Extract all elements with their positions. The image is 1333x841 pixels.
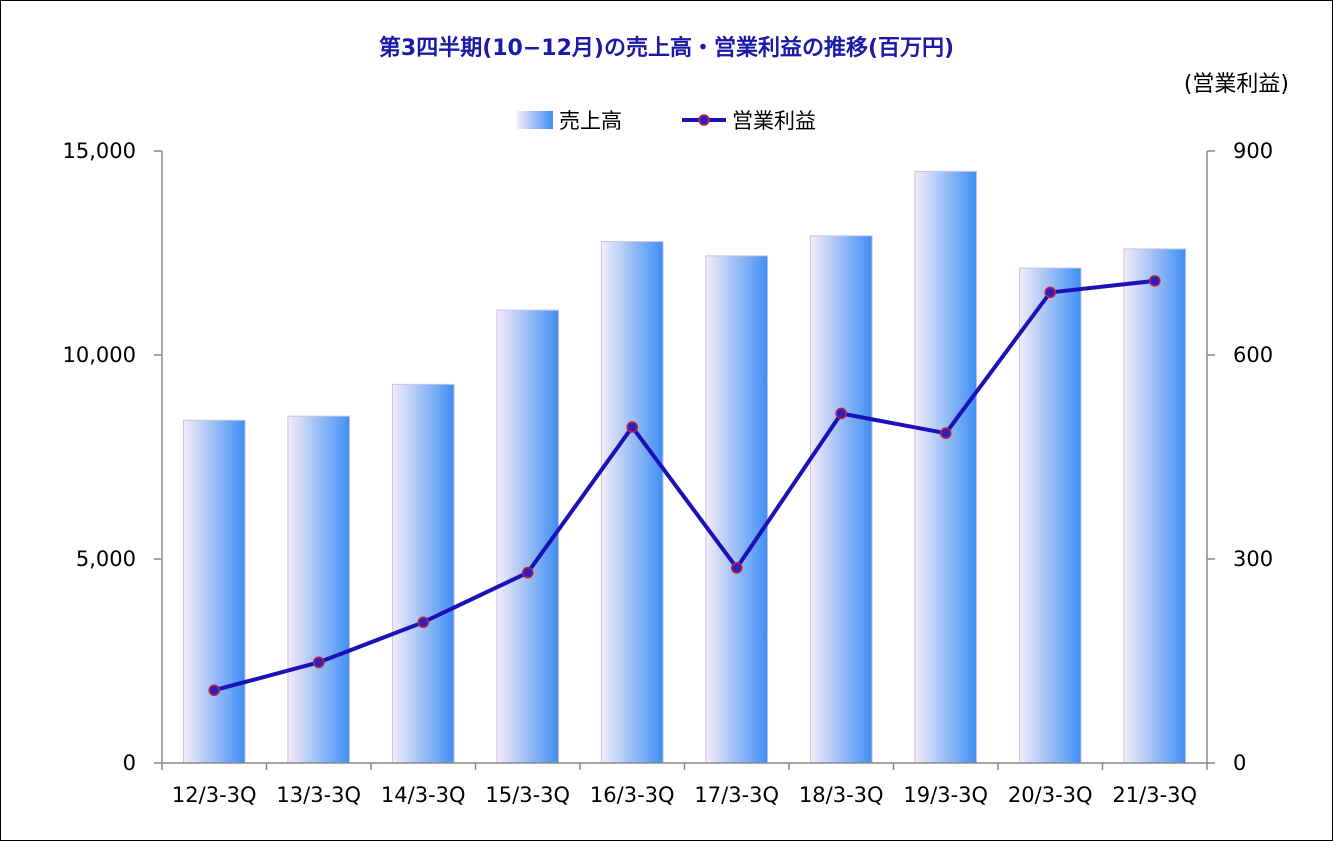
sales-bar-5 xyxy=(705,255,769,764)
legend-swatch-sales xyxy=(517,111,553,129)
operating-profit-point-9 xyxy=(1148,275,1161,287)
operating-profit-line xyxy=(213,278,1155,693)
legend-swatch-operating-profit xyxy=(682,114,726,126)
left-tick-label-1: 5,000 xyxy=(76,547,136,571)
legend-item-sales: 売上高 xyxy=(517,105,622,135)
x-tick-label-8: 20/3-3Q xyxy=(1008,783,1093,807)
operating-profit-point-8 xyxy=(1044,286,1057,299)
left-tick-label-3: 15,000 xyxy=(63,139,136,163)
right-tick-label-3: 900 xyxy=(1233,139,1273,163)
operating-profit-point-6 xyxy=(835,407,848,420)
operating-profit-point-3 xyxy=(521,566,534,579)
right-tick-label-2: 600 xyxy=(1233,343,1273,367)
right-tick-label-1: 300 xyxy=(1233,547,1273,571)
operating-profit-point-4 xyxy=(626,421,639,433)
x-tick-label-6: 18/3-3Q xyxy=(799,783,884,807)
operating-profit-point-7 xyxy=(939,427,952,440)
operating-profit-point-2 xyxy=(417,616,430,629)
x-tick-label-4: 16/3-3Q xyxy=(590,783,675,807)
axis-labels: 0 5,000 10,000 15,000 0 300 600 900 12/3-3Q 13/3-… xyxy=(63,139,1274,807)
sales-bar-9 xyxy=(1123,248,1187,764)
x-tick-label-0: 12/3-3Q xyxy=(172,783,257,807)
sales-bar-2 xyxy=(391,383,455,764)
right-axis-unit-label: (営業利益) xyxy=(1183,72,1289,97)
x-tick-label-2: 14/3-3Q xyxy=(381,783,466,807)
chart-title: 第3四半期(10−12月)の売上高・営業利益の推移(百万円) xyxy=(378,36,955,61)
operating-profit-series xyxy=(208,275,1161,697)
legend-label-sales: 売上高 xyxy=(559,109,622,133)
operating-profit-point-0 xyxy=(208,684,221,697)
x-tick-label-5: 17/3-3Q xyxy=(694,783,779,807)
axes xyxy=(154,150,1215,770)
sales-bar-4 xyxy=(600,241,664,764)
sales-bar-7 xyxy=(914,170,978,764)
legend-label-operating-profit: 営業利益 xyxy=(732,109,816,133)
x-tick-label-3: 15/3-3Q xyxy=(485,783,570,807)
sales-bar-8 xyxy=(1018,267,1082,764)
right-tick-label-0: 0 xyxy=(1233,751,1246,775)
x-tick-label-1: 13/3-3Q xyxy=(276,783,361,807)
operating-profit-point-1 xyxy=(312,656,325,669)
x-tick-label-9: 21/3-3Q xyxy=(1112,783,1197,807)
left-tick-label-2: 10,000 xyxy=(63,343,136,367)
legend: 売上高 営業利益 xyxy=(0,105,1333,135)
sales-bar-1 xyxy=(287,415,351,764)
operating-profit-point-5 xyxy=(730,562,743,574)
left-tick-label-0: 0 xyxy=(123,751,136,775)
sales-bar-6 xyxy=(809,235,873,764)
sales-bars xyxy=(182,170,1187,764)
sales-bar-3 xyxy=(496,309,560,764)
legend-item-operating-profit: 営業利益 xyxy=(682,105,816,135)
sales-bar-0 xyxy=(182,419,246,764)
x-tick-label-7: 19/3-3Q xyxy=(903,783,988,807)
